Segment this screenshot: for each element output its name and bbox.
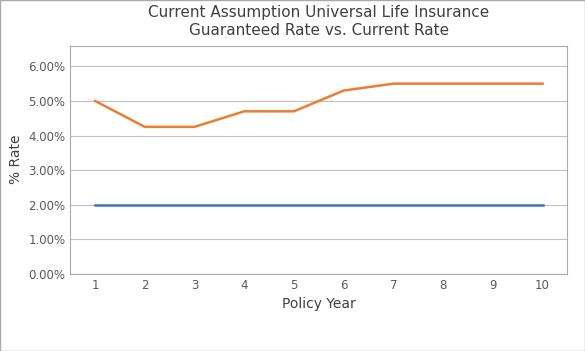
CURRENT RATE bbox=[489, 81, 496, 86]
GUARANTEED RATE bbox=[489, 203, 496, 207]
GUARANTEED RATE bbox=[142, 203, 149, 207]
GUARANTEED RATE bbox=[439, 203, 446, 207]
X-axis label: Policy Year: Policy Year bbox=[282, 297, 356, 311]
GUARANTEED RATE bbox=[539, 203, 546, 207]
Line: CURRENT RATE: CURRENT RATE bbox=[95, 84, 543, 127]
CURRENT RATE bbox=[91, 99, 98, 103]
GUARANTEED RATE bbox=[290, 203, 297, 207]
CURRENT RATE bbox=[390, 81, 397, 86]
GUARANTEED RATE bbox=[241, 203, 248, 207]
CURRENT RATE bbox=[290, 109, 297, 113]
GUARANTEED RATE bbox=[191, 203, 198, 207]
CURRENT RATE bbox=[539, 81, 546, 86]
GUARANTEED RATE bbox=[390, 203, 397, 207]
GUARANTEED RATE bbox=[340, 203, 347, 207]
Title: Current Assumption Universal Life Insurance
Guaranteed Rate vs. Current Rate: Current Assumption Universal Life Insura… bbox=[148, 5, 490, 38]
GUARANTEED RATE bbox=[91, 203, 98, 207]
CURRENT RATE bbox=[340, 88, 347, 93]
Y-axis label: % Rate: % Rate bbox=[9, 135, 23, 185]
CURRENT RATE bbox=[191, 125, 198, 129]
CURRENT RATE bbox=[241, 109, 248, 113]
CURRENT RATE bbox=[439, 81, 446, 86]
CURRENT RATE bbox=[142, 125, 149, 129]
